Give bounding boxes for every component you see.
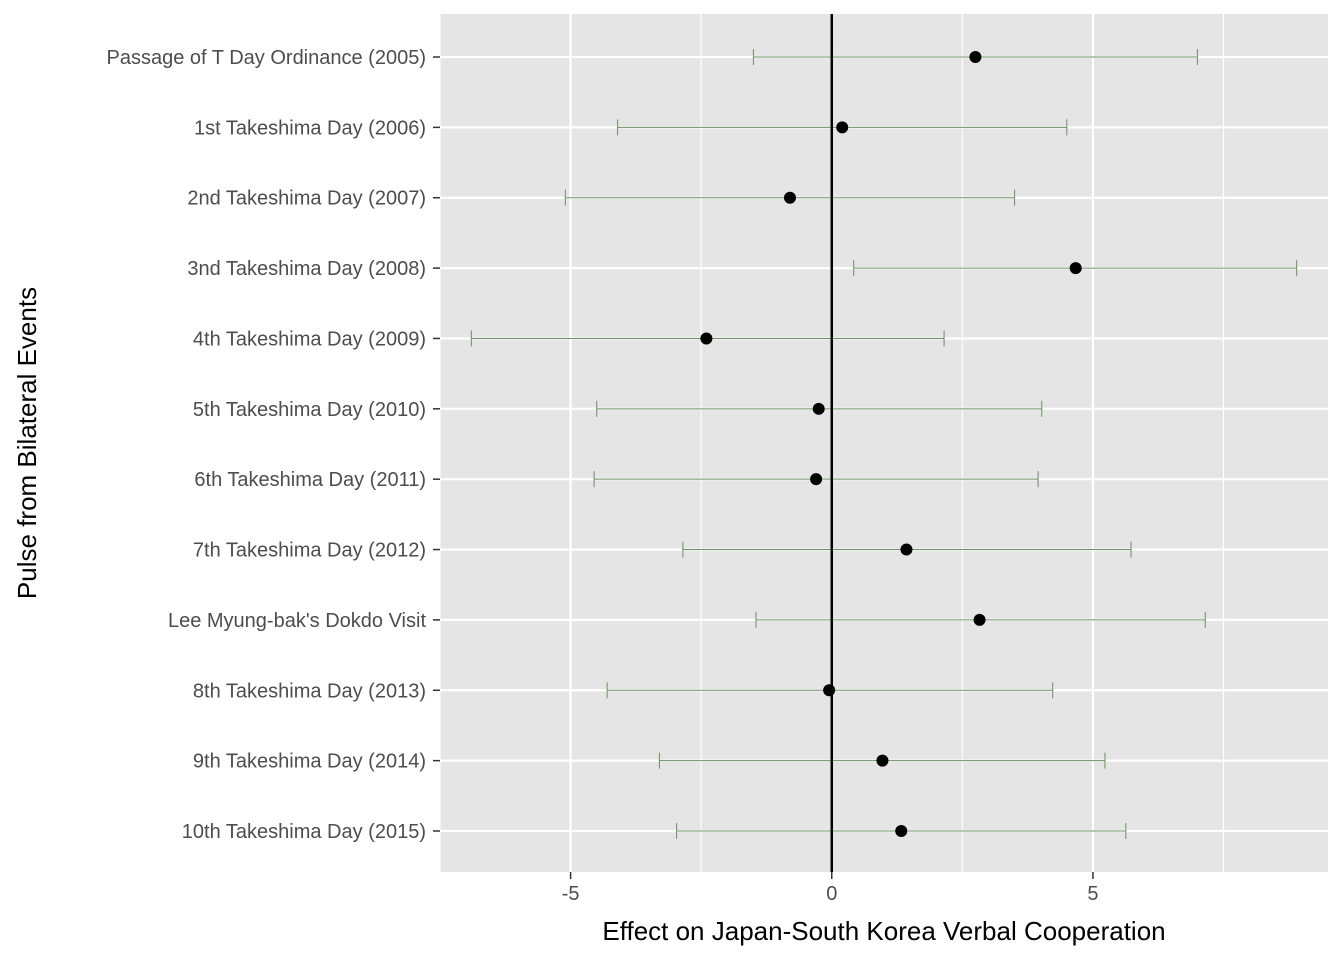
point-estimates xyxy=(700,51,1082,837)
point-estimate xyxy=(812,402,825,415)
x-tick-label: 0 xyxy=(826,883,837,905)
y-tick-label: 7th Takeshima Day (2012) xyxy=(193,540,426,562)
y-tick-label: 3nd Takeshima Day (2008) xyxy=(187,258,426,280)
y-tick-label: 1st Takeshima Day (2006) xyxy=(194,117,426,139)
point-estimate xyxy=(876,754,889,767)
y-tick-label: 8th Takeshima Day (2013) xyxy=(193,680,426,702)
y-tick-label: 5th Takeshima Day (2010) xyxy=(193,399,426,421)
point-estimate xyxy=(700,332,713,345)
y-axis: Passage of T Day Ordinance (2005) 1st Tak… xyxy=(107,47,440,843)
point-estimate xyxy=(969,51,982,63)
y-tick-label: Passage of T Day Ordinance (2005) xyxy=(107,47,426,69)
point-estimate xyxy=(973,613,986,626)
plot-panel xyxy=(440,14,1328,872)
x-tick-label: 5 xyxy=(1087,883,1098,905)
y-tick-label: Lee Myung-bak's Dokdo Visit xyxy=(168,610,426,632)
y-tick-label: 4th Takeshima Day (2009) xyxy=(193,328,426,350)
point-estimate xyxy=(810,473,823,486)
y-axis-title: Pulse from Bilateral Events xyxy=(12,287,42,599)
x-tick-label: -5 xyxy=(562,883,580,905)
y-tick-label: 10th Takeshima Day (2015) xyxy=(182,821,426,843)
y-tick-label: 6th Takeshima Day (2011) xyxy=(194,469,426,491)
point-estimate xyxy=(1069,262,1082,275)
point-estimate xyxy=(900,543,913,556)
point-estimate xyxy=(895,825,908,837)
point-estimate xyxy=(823,684,836,697)
y-tick-label: 2nd Takeshima Day (2007) xyxy=(187,188,426,210)
grid-minor xyxy=(439,14,1225,872)
point-estimate xyxy=(836,121,849,134)
point-estimate xyxy=(783,191,796,204)
x-axis-title: Effect on Japan-South Korea Verbal Coope… xyxy=(602,916,1165,946)
y-tick-label: 9th Takeshima Day (2014) xyxy=(193,751,426,773)
x-axis: -5 0 5 xyxy=(562,872,1099,905)
